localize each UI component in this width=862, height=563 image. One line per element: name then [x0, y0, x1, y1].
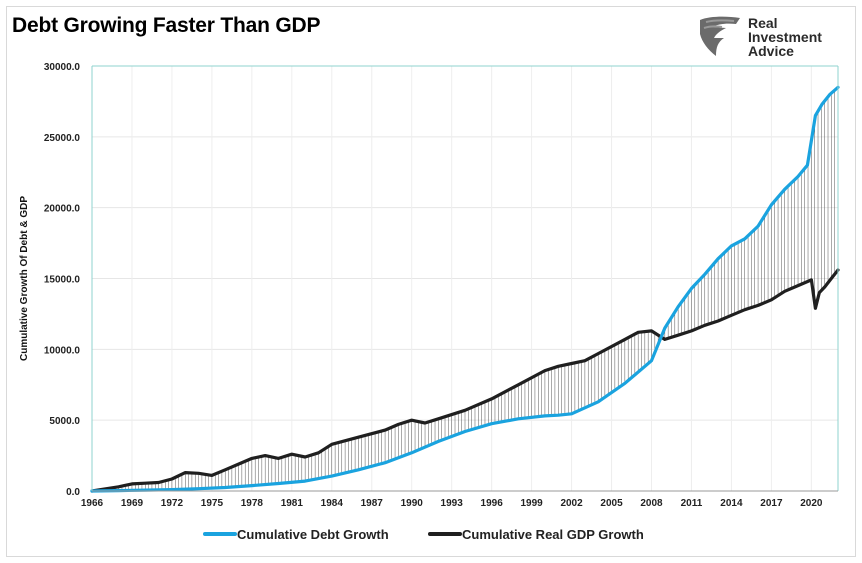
legend[interactable]: Cumulative Debt Growth Cumulative Real GD… — [203, 527, 644, 542]
y-axis-ticks: 0.0 5000.0 10000.0 15000.0 20000.0 25000.0 300… — [44, 62, 81, 498]
chart-frame — [6, 6, 856, 557]
drop-lines — [95, 90, 835, 491]
x-tick-label: 1975 — [201, 498, 224, 509]
x-tick-label: 1966 — [81, 498, 104, 509]
real-investment-advice-logo: Real Investment Advice — [696, 14, 846, 62]
y-tick-label: 20000.0 — [44, 204, 81, 215]
x-tick-label: 1990 — [401, 498, 424, 509]
x-tick-label: 2017 — [760, 498, 783, 509]
legend-label: Cumulative Debt Growth — [237, 527, 389, 542]
x-tick-label: 1987 — [361, 498, 384, 509]
y-tick-label: 15000.0 — [44, 275, 81, 286]
y-tick-label: 0.0 — [66, 487, 80, 498]
logo-wordmark: Real Investment Advice — [748, 15, 822, 59]
x-tick-label: 2020 — [800, 498, 823, 509]
axes — [91, 65, 839, 492]
x-tick-label: 1972 — [161, 498, 184, 509]
x-tick-label: 1999 — [520, 498, 543, 509]
x-tick-label: 2008 — [640, 498, 663, 509]
y-tick-label: 10000.0 — [44, 345, 81, 356]
x-tick-label: 1978 — [241, 498, 264, 509]
x-tick-label: 2005 — [600, 498, 623, 509]
x-tick-label: 1969 — [121, 498, 144, 509]
x-tick-label: 2011 — [681, 498, 703, 509]
y-tick-label: 30000.0 — [44, 62, 81, 73]
x-tick-label: 1984 — [321, 498, 344, 509]
legend-label: Cumulative Real GDP Growth — [462, 527, 644, 542]
cumulative-debt-growth-line — [90, 85, 840, 493]
x-tick-label: 2014 — [720, 498, 743, 509]
series-lines — [90, 85, 840, 493]
chart-title: Debt Growing Faster Than GDP — [12, 14, 321, 37]
x-tick-label: 1981 — [281, 498, 304, 509]
eagle-logo-icon — [700, 16, 740, 56]
y-tick-label: 25000.0 — [44, 133, 81, 144]
x-tick-label: 2002 — [560, 498, 583, 509]
x-axis-ticks: 1966 1969 1972 1975 1978 1981 1984 1987 1990 1993… — [81, 498, 823, 509]
x-tick-label: 1996 — [481, 498, 504, 509]
x-tick-label: 1993 — [441, 498, 464, 509]
y-axis-label: Cumulative Growth Of Debt & GDP — [19, 196, 30, 361]
legend-item-cumulative-debt-growth[interactable]: Cumulative Debt Growth — [203, 527, 389, 542]
y-tick-label: 5000.0 — [49, 416, 80, 427]
legend-item-cumulative-real-gdp-growth[interactable]: Cumulative Real GDP Growth — [428, 527, 644, 542]
cumulative-real-gdp-growth-line — [90, 268, 840, 493]
